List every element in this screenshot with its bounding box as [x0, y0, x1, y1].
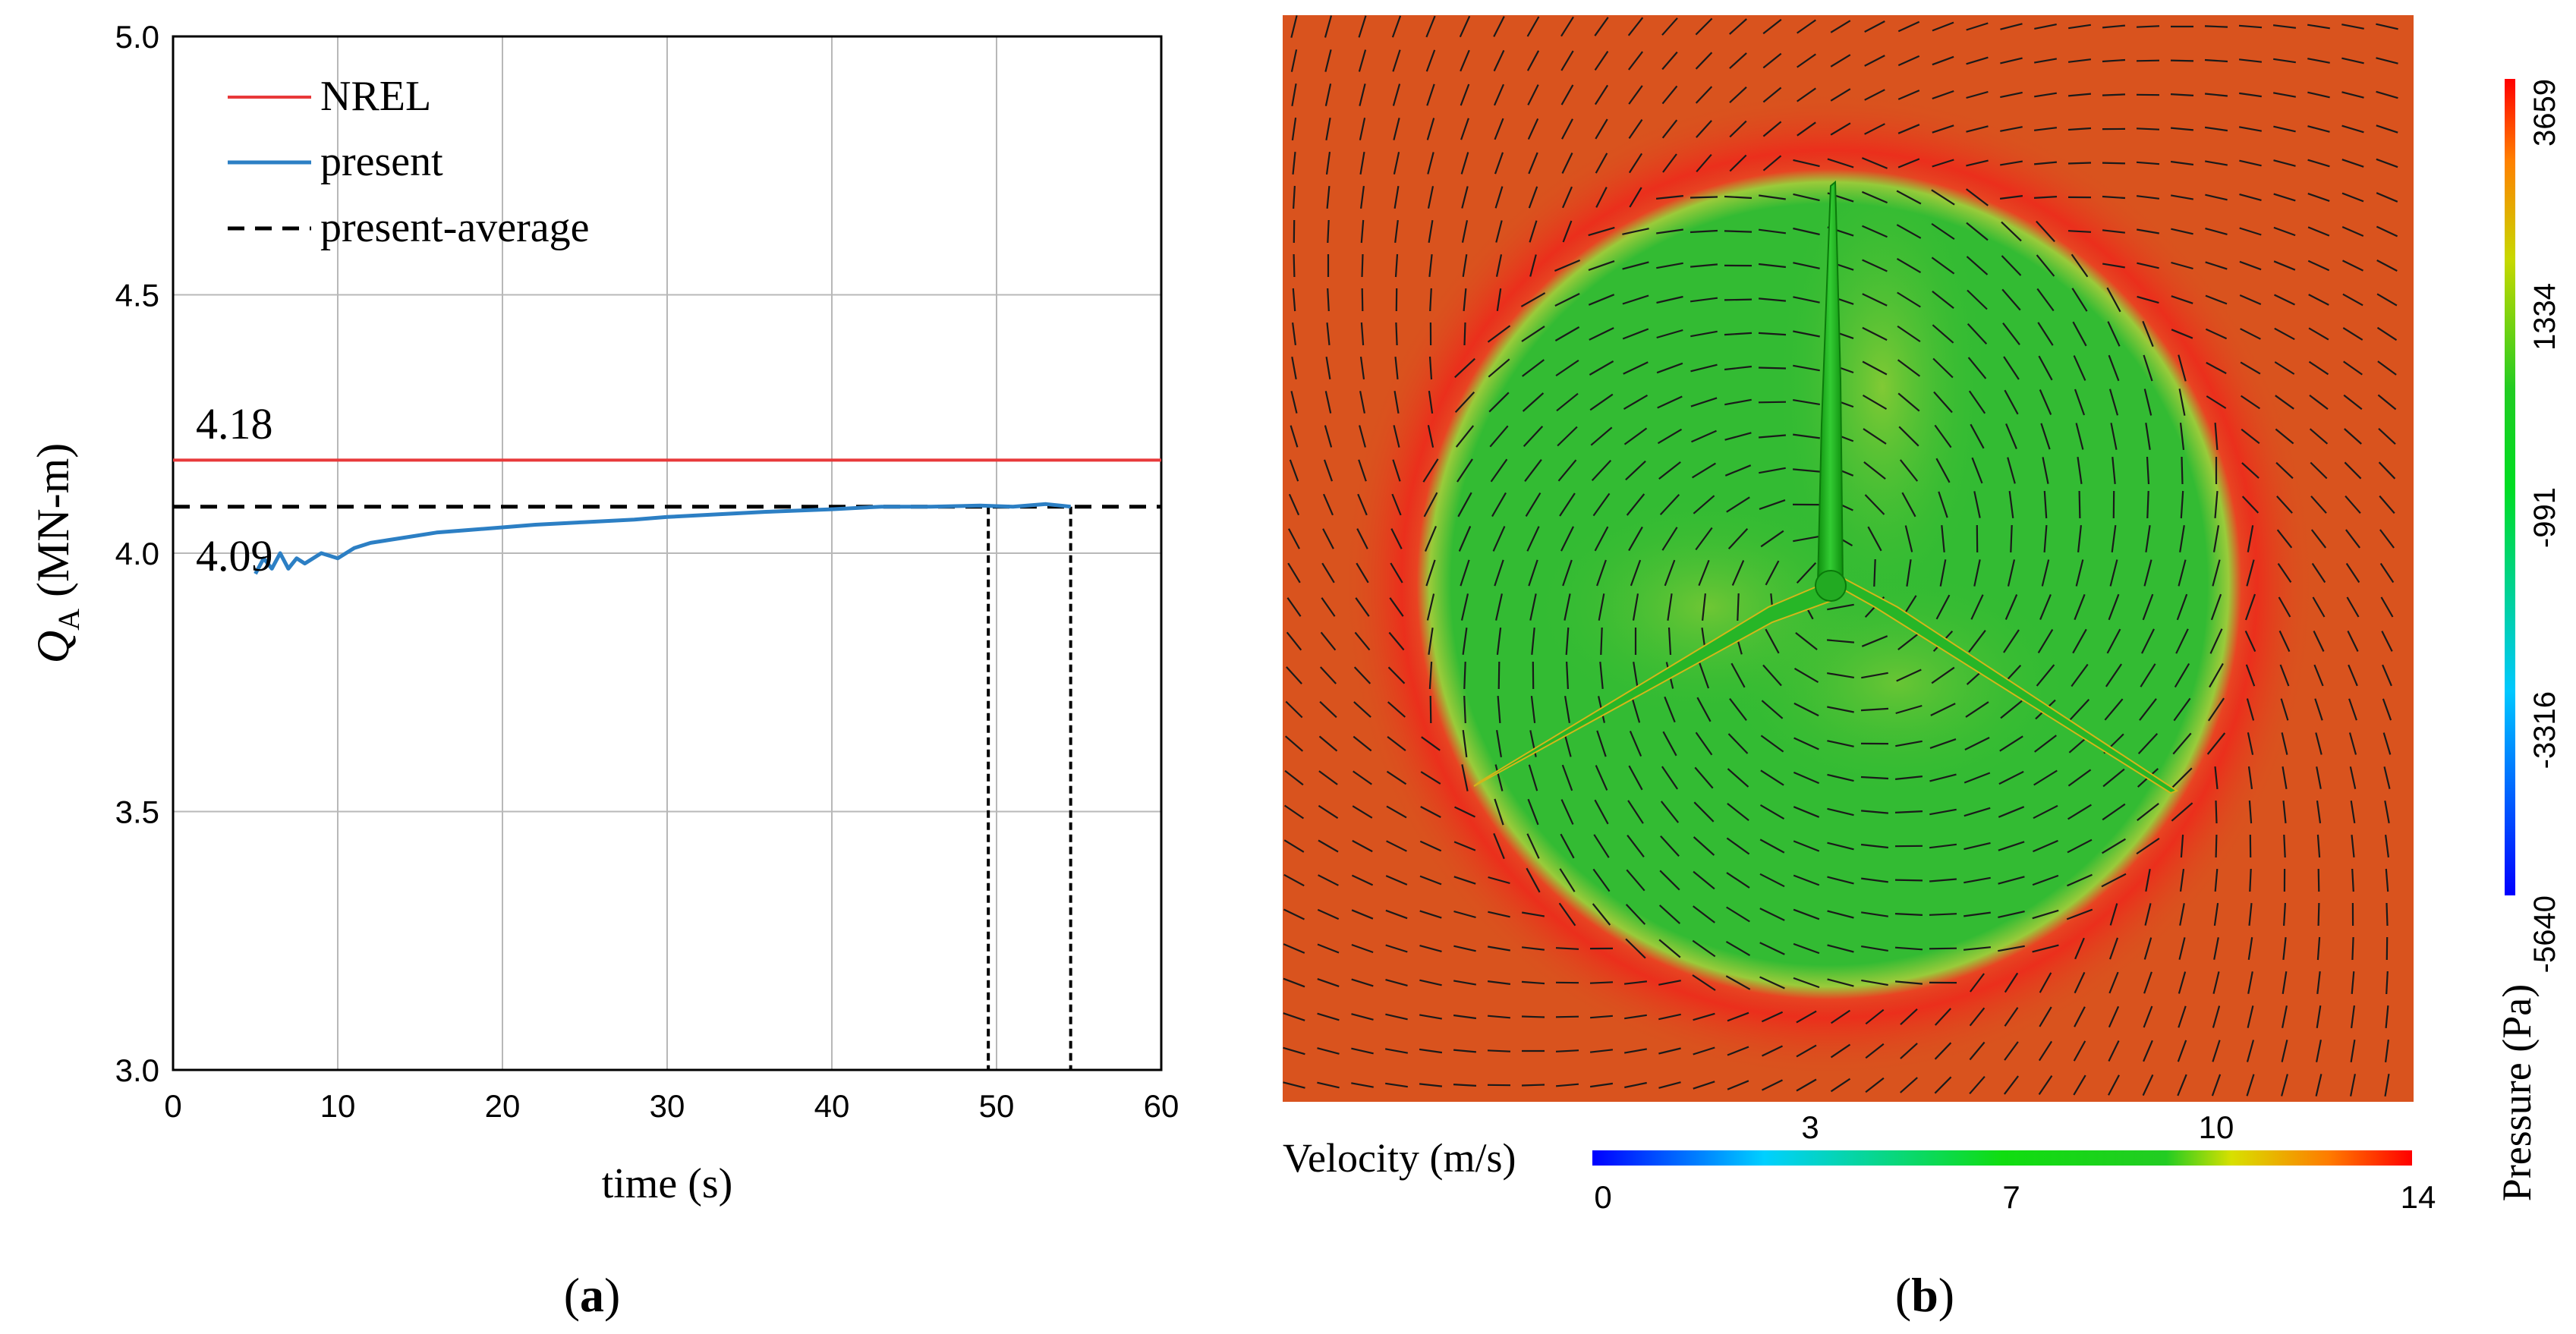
- turbine-rotor: [1473, 180, 2179, 794]
- y-axis-unit: (MN-m): [28, 443, 78, 609]
- panel-letter-a: a: [580, 1268, 604, 1322]
- legend: NREL present present-average: [228, 73, 589, 251]
- y-tick-label: 5.0: [115, 19, 159, 55]
- panel-letter-b: b: [1911, 1268, 1938, 1322]
- pressure-tick: -5640: [2528, 895, 2562, 973]
- velocity-tick: 14: [2401, 1179, 2436, 1215]
- series-lines: [173, 458, 1161, 1070]
- chart-b: 3659 1334 -991 -3316 -5640 Pressure (Pa)…: [1283, 15, 2562, 1322]
- legend-label-nrel: NREL: [320, 73, 431, 120]
- pressure-colorbar: [2505, 79, 2515, 895]
- velocity-tick: 10: [2199, 1109, 2234, 1145]
- hub: [1815, 570, 1847, 602]
- x-axis-label: time (s): [602, 1160, 733, 1207]
- y-tick-label: 4.5: [115, 278, 159, 313]
- chart-a: 0 10 20 30 40 50 60 3.0 3.5 4.0 4.5 5.0 NREL presen…: [28, 19, 1179, 1322]
- legend-label-present-average: present-average: [320, 204, 589, 251]
- velocity-colorbar-label: Velocity (m/s): [1283, 1135, 1516, 1181]
- y-axis-label: QA (MN-m): [28, 443, 86, 664]
- pressure-tick: -3316: [2528, 691, 2562, 769]
- x-tick-label: 40: [814, 1088, 850, 1124]
- tick-labels: 0 10 20 30 40 50 60 3.0 3.5 4.0 4.5 5.0: [115, 19, 1179, 1124]
- x-tick-label: 10: [320, 1088, 356, 1124]
- velocity-vectors: [1283, 15, 2398, 1096]
- pressure-tick: 1334: [2528, 283, 2562, 351]
- vector-arrows: [1283, 15, 2398, 1096]
- panel-label-a: (a): [564, 1268, 621, 1322]
- velocity-tick: 7: [2002, 1179, 2020, 1215]
- velocity-tick: 3: [1801, 1109, 1819, 1145]
- x-tick-label: 0: [164, 1088, 181, 1124]
- x-tick-label: 50: [979, 1088, 1015, 1124]
- y-tick-label: 3.0: [115, 1052, 159, 1088]
- y-tick-label: 3.5: [115, 794, 159, 830]
- pressure-colorbar-ticks: 3659 1334 -991 -3316 -5640: [2528, 79, 2562, 973]
- y-tick-label: 4.0: [115, 536, 159, 571]
- pressure-colorbar-label: Pressure (Pa): [2494, 984, 2540, 1201]
- velocity-tick: 0: [1594, 1179, 1611, 1215]
- x-tick-label: 20: [485, 1088, 521, 1124]
- y-axis-subscript: A: [52, 609, 86, 631]
- y-axis-symbol: Q: [28, 631, 78, 663]
- series-present-line: [254, 502, 1071, 575]
- pressure-tick: 3659: [2528, 79, 2562, 146]
- panel-label-b: (b): [1895, 1268, 1954, 1322]
- x-tick-label: 30: [650, 1088, 685, 1124]
- plot-frame: [172, 35, 1163, 1071]
- velocity-colorbar: [1592, 1150, 2412, 1166]
- annotation-average-value: 4.09: [196, 531, 273, 580]
- x-tick-label: 60: [1144, 1088, 1179, 1124]
- annotation-nrel-value: 4.18: [196, 399, 273, 448]
- swirl-region: [1723, 569, 2072, 797]
- legend-label-present: present: [320, 138, 443, 185]
- pressure-tick: -991: [2528, 487, 2562, 548]
